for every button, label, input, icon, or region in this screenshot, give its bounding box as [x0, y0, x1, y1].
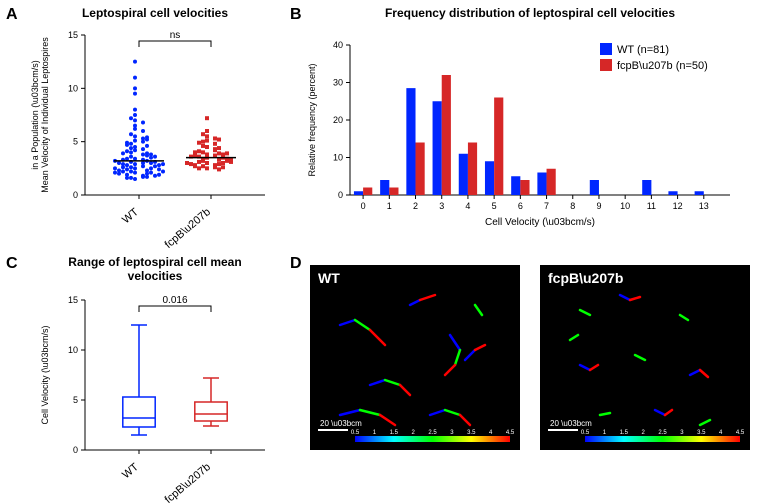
svg-text:10: 10 [620, 201, 630, 211]
svg-text:0.5: 0.5 [581, 430, 590, 436]
svg-text:in a Population (\u03bcm/s): in a Population (\u03bcm/s) [30, 60, 40, 170]
svg-text:fcpB\u207b: fcpB\u207b [163, 461, 213, 504]
panel-c-chart: 051015Cell Velocity (\u03bcm/s)WTfcpB\u2… [30, 290, 280, 500]
panel-a-chart: 0 5 10 15 Mean Velocity of Individual Leptos… [30, 25, 280, 240]
svg-text:13: 13 [699, 201, 709, 211]
panel-c-label: C [6, 255, 18, 273]
svg-text:15: 15 [68, 30, 78, 40]
svg-text:12: 12 [673, 201, 683, 211]
panel-b-label: B [290, 6, 302, 24]
svg-text:1: 1 [387, 201, 392, 211]
svg-text:4.5: 4.5 [736, 430, 745, 436]
svg-text:20: 20 [333, 115, 343, 125]
svg-text:2.5: 2.5 [428, 430, 437, 436]
svg-text:4.5: 4.5 [506, 430, 515, 436]
svg-text:40: 40 [333, 40, 343, 50]
svg-text:6: 6 [518, 201, 523, 211]
svg-text:9: 9 [596, 201, 601, 211]
svg-text:fcpB\u207b (n=50): fcpB\u207b (n=50) [617, 60, 708, 72]
svg-text:5: 5 [73, 395, 78, 405]
svg-text:ns: ns [170, 30, 181, 41]
svg-text:fcpB\u207b: fcpB\u207b [163, 206, 213, 251]
panel-b-title: Frequency distribution of leptospiral ce… [310, 6, 750, 20]
svg-text:WT: WT [318, 270, 340, 286]
svg-text:WT: WT [120, 461, 141, 481]
svg-text:5: 5 [73, 137, 78, 147]
svg-text:5: 5 [492, 201, 497, 211]
svg-text:20 \u03bcm: 20 \u03bcm [550, 419, 592, 428]
svg-text:10: 10 [68, 345, 78, 355]
svg-text:Mean Velocity of Individual Le: Mean Velocity of Individual Leptospires [40, 37, 50, 193]
svg-text:0.5: 0.5 [351, 430, 360, 436]
svg-text:0: 0 [73, 445, 78, 455]
svg-text:4: 4 [465, 201, 470, 211]
panel-b-chart: 010203040Relative frequency (percent)012… [300, 25, 760, 240]
svg-text:2: 2 [413, 201, 418, 211]
svg-text:1.5: 1.5 [390, 430, 399, 436]
svg-text:10: 10 [68, 83, 78, 93]
svg-text:11: 11 [647, 201, 656, 211]
svg-text:3.5: 3.5 [697, 430, 706, 436]
svg-text:Cell Velocity (\u03bcm/s): Cell Velocity (\u03bcm/s) [40, 325, 50, 424]
svg-text:1.5: 1.5 [620, 430, 629, 436]
svg-text:WT: WT [120, 206, 141, 226]
svg-text:8: 8 [570, 201, 575, 211]
svg-text:7: 7 [544, 201, 549, 211]
panel-a-label: A [6, 6, 18, 24]
svg-text:30: 30 [333, 78, 343, 88]
svg-text:0.016: 0.016 [162, 295, 187, 306]
panel-d-label: D [290, 255, 302, 273]
svg-text:0: 0 [73, 190, 78, 200]
svg-text:3: 3 [439, 201, 444, 211]
svg-text:10: 10 [333, 153, 343, 163]
panel-c-title: Range of leptospiral cell mean velocitie… [40, 255, 270, 283]
svg-text:2.5: 2.5 [658, 430, 667, 436]
panel-d-images: WT20 \u03bcm0.511.522.533.544.5fcpB\u207… [310, 265, 760, 495]
svg-text:0: 0 [361, 201, 366, 211]
panel-a-title: Leptospiral cell velocities [40, 6, 270, 20]
svg-text:fcpB\u207b: fcpB\u207b [548, 270, 623, 286]
svg-text:15: 15 [68, 295, 78, 305]
svg-text:Cell Velocity (\u03bcm/s): Cell Velocity (\u03bcm/s) [485, 217, 595, 228]
svg-text:Relative frequency (percent): Relative frequency (percent) [307, 63, 317, 176]
svg-text:0: 0 [338, 190, 343, 200]
svg-text:20 \u03bcm: 20 \u03bcm [320, 419, 362, 428]
svg-text:WT (n=81): WT (n=81) [617, 44, 669, 56]
svg-text:3.5: 3.5 [467, 430, 476, 436]
